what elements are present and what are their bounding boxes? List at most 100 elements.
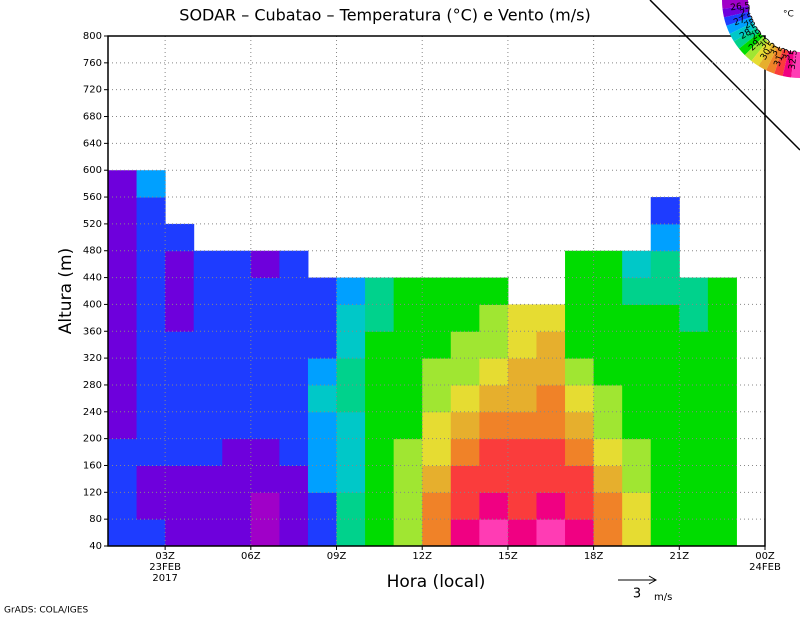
reference-arrow-head <box>648 575 658 585</box>
temperature-cell <box>108 384 138 413</box>
temperature-cell <box>108 331 138 359</box>
temperature-cell <box>536 519 566 547</box>
temperature-cell <box>479 492 509 520</box>
temperature-cell <box>422 411 452 440</box>
legend-swatch <box>744 36 768 61</box>
temperature-cell <box>707 277 737 305</box>
temperature-cell <box>565 519 595 547</box>
temperature-cell <box>393 465 423 493</box>
x-date-label: 2017 <box>152 573 177 584</box>
temperature-cell <box>622 492 652 520</box>
temperature-cell <box>250 277 280 305</box>
temperature-cell <box>307 411 338 440</box>
temperature-cell <box>307 438 338 466</box>
legend-swatch <box>733 27 760 49</box>
temperature-cell <box>136 304 166 332</box>
temperature-cell <box>193 411 223 440</box>
temperature-cell <box>365 438 395 466</box>
temperature-cell <box>193 492 223 520</box>
temperature-cell <box>108 519 138 547</box>
y-axis-label: Altura (m) <box>56 248 76 334</box>
temperature-cell <box>365 304 395 332</box>
reference-value: 3 <box>633 587 641 602</box>
temperature-cell <box>650 331 680 359</box>
temperature-cell <box>222 492 252 520</box>
temperature-cell <box>679 465 709 493</box>
temperature-cell <box>136 411 166 440</box>
temperature-cell <box>279 519 309 547</box>
legend-swatch <box>726 17 754 34</box>
y-tick-label: 520 <box>83 219 102 230</box>
temperature-cell <box>679 384 709 413</box>
temperature-cell <box>507 384 537 413</box>
y-tick-label: 600 <box>83 165 102 176</box>
temperature-cell <box>336 492 366 520</box>
legend-unit: °C <box>783 10 794 20</box>
temperature-cell <box>307 277 338 305</box>
temperature-cell <box>193 519 223 547</box>
temperature-cell <box>165 277 195 305</box>
temperature-cell <box>422 277 452 305</box>
temperature-cell <box>507 438 537 466</box>
temperature-cell <box>250 465 280 493</box>
temperature-cell <box>222 250 252 279</box>
temperature-cell <box>365 519 395 547</box>
legend-swatch <box>774 49 789 77</box>
legend-swatch <box>729 22 756 42</box>
temperature-cell <box>507 411 537 440</box>
temperature-cell <box>279 331 309 359</box>
temperature-cell <box>593 304 623 332</box>
temperature-cell <box>650 250 680 279</box>
temperature-cell <box>279 250 309 279</box>
temperature-cell <box>565 250 595 279</box>
temperature-cell <box>279 492 309 520</box>
temperature-cell <box>250 304 280 332</box>
temperature-cell <box>108 170 138 198</box>
temperature-cell <box>222 331 252 359</box>
x-axis-label: Hora (local) <box>387 572 486 592</box>
temperature-cell <box>222 411 252 440</box>
temperature-cell <box>393 411 423 440</box>
temperature-cell <box>622 250 652 279</box>
temperature-cell <box>108 492 138 520</box>
temperature-cell <box>650 411 680 440</box>
temperature-cell <box>422 519 452 547</box>
temperature-cell <box>650 465 680 493</box>
y-tick-label: 200 <box>83 434 102 445</box>
temperature-cell <box>336 465 366 493</box>
temperature-cell <box>622 304 652 332</box>
y-tick-label: 40 <box>89 541 102 552</box>
temperature-cell <box>422 384 452 413</box>
temperature-cell <box>165 465 195 493</box>
temperature-cell <box>307 304 338 332</box>
temperature-cell <box>565 465 595 493</box>
temperature-cell <box>307 465 338 493</box>
temperature-cell <box>593 465 623 493</box>
temperature-cell <box>536 465 566 493</box>
temperature-cell <box>479 331 509 359</box>
temperature-cell <box>450 331 480 359</box>
temperature-cell <box>507 492 537 520</box>
temperature-cell <box>336 304 366 332</box>
temperature-cell <box>479 304 509 332</box>
temperature-cell <box>536 304 566 332</box>
y-tick-label: 800 <box>83 31 102 42</box>
temperature-cell <box>393 519 423 547</box>
temperature-cell <box>250 331 280 359</box>
temperature-cell <box>622 277 652 305</box>
temperature-cell <box>193 277 223 305</box>
temperature-cell <box>136 277 166 305</box>
legend-swatch <box>782 50 795 78</box>
legend-swatch <box>722 5 750 18</box>
legend-label: 32 <box>782 48 794 61</box>
x-date-label: 23FEB <box>149 562 181 573</box>
temperature-cell <box>336 411 366 440</box>
temperature-cell <box>450 492 480 520</box>
temperature-cell <box>336 331 366 359</box>
x-tick-label: 06Z <box>241 551 261 562</box>
temperature-cell <box>336 438 366 466</box>
temperature-cell <box>593 331 623 359</box>
temperature-cell <box>336 384 366 413</box>
x-tick-label: 03Z <box>155 551 175 562</box>
legend-label: 28 <box>743 18 758 32</box>
